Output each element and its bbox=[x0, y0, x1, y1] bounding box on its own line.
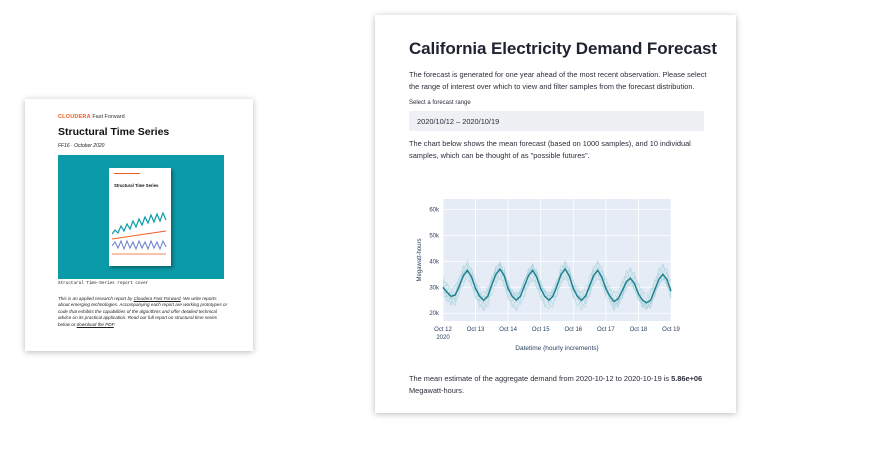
cover-accent-bar bbox=[114, 173, 140, 175]
x-tick-label: Oct 19 bbox=[662, 327, 680, 333]
range-value: 2020/10/12 – 2020/10/19 bbox=[417, 116, 500, 126]
x-tick-label: Oct 14 bbox=[499, 327, 517, 333]
y-tick-label: 40k bbox=[429, 259, 440, 265]
x-tick-label: Oct 12 bbox=[434, 327, 452, 333]
mean-forecast-line bbox=[442, 267, 672, 304]
report-cover-image: Structural Time Series bbox=[58, 155, 224, 279]
x-axis-title: Datetime (hourly increments) bbox=[515, 345, 598, 352]
y-axis-title: Megawatt-hours bbox=[417, 238, 423, 281]
cloudera-ff-link[interactable]: Cloudera Fast Forward bbox=[133, 296, 181, 301]
mean-value: 5.86e+06 bbox=[671, 374, 703, 383]
sample-line bbox=[442, 259, 672, 307]
y-tick-label: 50k bbox=[429, 233, 440, 239]
forecast-chart[interactable]: 20k 30k 40k 50k 60k Oct 12 Oct 13 Oct 14 Oct 15 O… bbox=[411, 195, 711, 365]
sample-line bbox=[442, 262, 672, 310]
y-tick-label: 60k bbox=[429, 207, 440, 213]
x-tick-label: Oct 16 bbox=[564, 327, 582, 333]
report-subtitle: FF16 · October 2020 bbox=[58, 143, 105, 149]
intro-text-3: . bbox=[113, 321, 116, 327]
sample-line bbox=[442, 260, 672, 309]
app-card: California Electricity Demand Forecast T… bbox=[375, 15, 736, 413]
intro-text-2: . We write reports about emerging techno… bbox=[58, 296, 228, 327]
mean-estimate: The mean estimate of the aggregate deman… bbox=[409, 373, 709, 396]
y-tick-label: 30k bbox=[429, 285, 440, 291]
chart-description: The chart below shows the mean forecast … bbox=[409, 139, 691, 160]
download-pdf-link[interactable]: download the PDF bbox=[76, 321, 114, 327]
report-title: Structural Time Series bbox=[58, 126, 170, 138]
brand-logo: CLOUDERA Fast Forward bbox=[58, 114, 125, 120]
x-tick-label: Oct 18 bbox=[630, 327, 648, 333]
x-tick-label: Oct 13 bbox=[467, 327, 485, 333]
range-label: Select a forecast range bbox=[409, 100, 471, 106]
cover-title: Structural Time Series bbox=[114, 183, 159, 188]
x-tick-sublabel: 2020 bbox=[436, 335, 450, 341]
mean-text: The mean estimate of the aggregate deman… bbox=[409, 374, 672, 383]
plot-area bbox=[443, 199, 671, 321]
report-card: CLOUDERA Fast Forward Structural Time Se… bbox=[25, 99, 253, 351]
report-intro: This is an applied research report by Cl… bbox=[58, 296, 228, 328]
sample-line bbox=[442, 267, 672, 313]
cover-caption: Structural Time-Series report cover bbox=[58, 281, 149, 286]
x-tick-label: Oct 17 bbox=[597, 327, 615, 333]
x-tick-label: Oct 15 bbox=[532, 327, 550, 333]
forecast-range-select[interactable]: 2020/10/12 – 2020/10/19 bbox=[409, 111, 704, 131]
mean-text-suffix: Megawatt-hours. bbox=[409, 385, 465, 395]
intro-text: This is an applied research report by bbox=[58, 296, 134, 301]
cover-illustration bbox=[112, 211, 167, 255]
y-tick-label: 20k bbox=[429, 311, 440, 317]
page-title: California Electricity Demand Forecast bbox=[409, 39, 717, 58]
forecast-description: The forecast is generated for one year a… bbox=[409, 70, 707, 91]
cover-page: Structural Time Series bbox=[109, 168, 171, 266]
